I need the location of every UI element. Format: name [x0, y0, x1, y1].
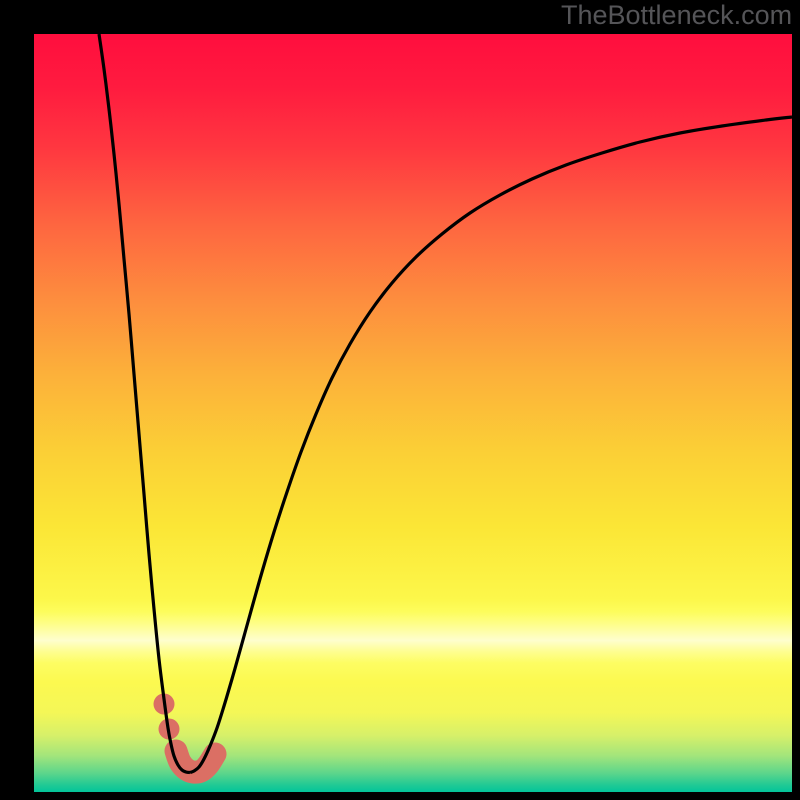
curve-left: [99, 34, 190, 773]
chart-svg: [34, 34, 792, 792]
watermark-text: TheBottleneck.com: [561, 0, 792, 31]
curve-right: [190, 117, 792, 773]
chart-frame: TheBottleneck.com: [0, 0, 800, 800]
plot-area: [34, 34, 792, 792]
